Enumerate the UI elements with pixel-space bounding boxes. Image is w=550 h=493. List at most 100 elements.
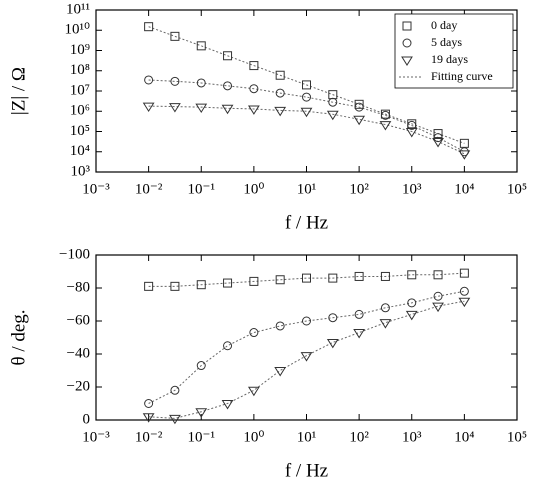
marker-circle (144, 75, 154, 85)
marker-circle (170, 385, 180, 395)
marker-square (196, 280, 206, 290)
marker-triangle (274, 367, 287, 377)
x-tick-label: 10⁴ (454, 429, 474, 445)
marker-triangle (195, 103, 208, 114)
x-tick-label: 10⁵ (507, 181, 527, 197)
marker-square (328, 273, 338, 283)
marker-square (275, 275, 285, 285)
marker-triangle (326, 338, 339, 349)
marker-circle (354, 102, 364, 112)
marker-square (302, 80, 311, 90)
legend-label: 19 days (431, 52, 468, 66)
y-tick-label: 0 (83, 411, 91, 427)
x-axis-label: f / Hz (285, 212, 328, 233)
marker-triangle (379, 319, 392, 329)
marker-circle (328, 313, 338, 323)
fitting-curve (148, 290, 465, 404)
x-tick-label: 10⁰ (243, 429, 264, 445)
x-axis-label: f / Hz (285, 460, 328, 481)
marker-square (275, 70, 285, 80)
marker-circle (249, 84, 259, 94)
y-tick-label: −20 (67, 378, 90, 394)
y-tick-label: −60 (67, 312, 90, 328)
plot-frame (95, 254, 518, 421)
marker-triangle (432, 302, 444, 313)
y-tick-label: 10⁴ (70, 143, 90, 159)
marker-triangle (379, 121, 392, 131)
marker-triangle (247, 105, 260, 115)
marker-circle (170, 76, 180, 86)
marker-circle (275, 88, 285, 98)
marker-triangle (405, 310, 418, 321)
marker-square (433, 270, 443, 280)
legend-label: 5 days (431, 35, 462, 49)
marker-square (354, 99, 364, 109)
x-tick-label: 10⁻² (135, 181, 163, 197)
fitting-curve (148, 79, 465, 153)
marker-triangle (458, 150, 471, 160)
marker-triangle (300, 352, 313, 362)
legend-box (394, 13, 514, 89)
marker-circle (223, 81, 233, 91)
y-tick-label: 10⁷ (70, 82, 90, 98)
marker-circle (407, 298, 417, 308)
marker-circle (144, 399, 154, 408)
marker-circle (223, 341, 233, 351)
marker-triangle (247, 386, 260, 397)
y-tick-label: 10⁵ (70, 123, 90, 139)
y-tick-label: −80 (67, 279, 90, 295)
fitting-curve (148, 300, 465, 419)
y-tick-label: 10¹¹ (66, 1, 90, 17)
x-tick-label: 10⁻³ (82, 429, 110, 445)
y-tick-label: −100 (59, 246, 90, 262)
marker-triangle (221, 104, 234, 115)
marker-triangle (169, 103, 181, 113)
x-tick-label: 10³ (402, 181, 422, 197)
marker-triangle (300, 107, 313, 118)
marker-circle (302, 316, 311, 326)
marker-square (402, 21, 412, 31)
marker-square (380, 271, 390, 281)
marker-triangle (169, 414, 181, 425)
x-tick-label: 10¹ (297, 181, 317, 197)
marker-square (249, 61, 259, 71)
marker-circle (196, 361, 206, 371)
marker-square (223, 278, 233, 288)
x-tick-label: 10⁻¹ (188, 181, 215, 197)
marker-square (407, 270, 417, 280)
marker-triangle (401, 56, 413, 66)
marker-triangle (142, 413, 155, 423)
marker-triangle (326, 110, 339, 121)
x-tick-label: 10² (349, 429, 369, 445)
y-tick-label: 10⁶ (70, 103, 90, 119)
y-tick-label: 10⁸ (70, 62, 90, 78)
x-tick-label: 10⁻² (135, 429, 163, 445)
x-tick-label: 10⁰ (243, 181, 264, 197)
marker-triangle (432, 138, 444, 148)
x-tick-label: 10⁵ (507, 429, 527, 445)
marker-square (249, 276, 259, 286)
y-tick-label: 10⁹ (70, 42, 90, 58)
marker-circle (433, 133, 443, 143)
x-tick-label: 10⁻³ (82, 181, 110, 197)
marker-circle (354, 309, 364, 319)
y-axis-label: θ / deg. (8, 309, 29, 365)
x-tick-label: 10⁻¹ (188, 429, 215, 445)
marker-circle (459, 286, 469, 296)
marker-circle (196, 78, 206, 88)
marker-triangle (195, 408, 208, 418)
fitting-curve (148, 272, 465, 287)
marker-square (144, 22, 154, 32)
x-tick-label: 10² (349, 181, 369, 197)
marker-square (354, 271, 364, 281)
marker-square (433, 129, 443, 139)
marker-square (223, 51, 233, 61)
y-tick-label: 10¹⁰ (64, 22, 90, 38)
marker-circle (380, 110, 390, 120)
legend-label: Fitting curve (431, 69, 493, 83)
marker-triangle (274, 106, 287, 117)
marker-circle (407, 120, 417, 130)
marker-circle (433, 291, 443, 301)
marker-circle (249, 328, 259, 338)
